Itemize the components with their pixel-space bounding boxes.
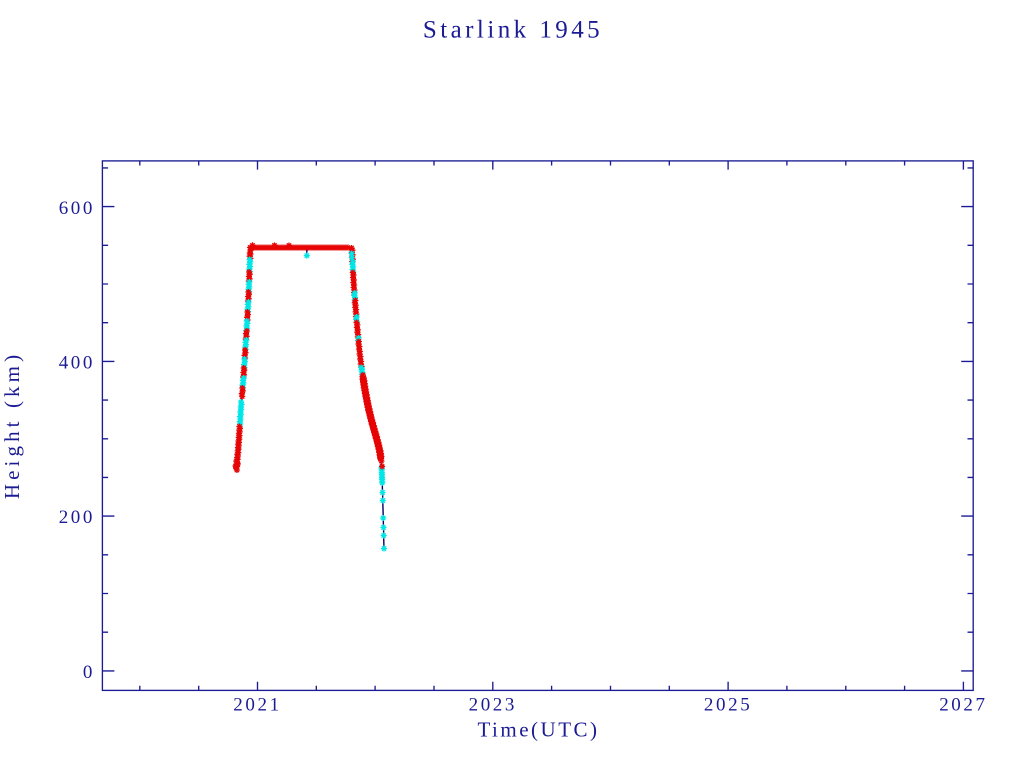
svg-text:Height (km): Height (km) <box>0 351 24 499</box>
svg-text:Starlink 1945: Starlink 1945 <box>423 17 603 44</box>
svg-text:200: 200 <box>59 507 95 528</box>
svg-text:2023: 2023 <box>469 695 517 716</box>
svg-text:2027: 2027 <box>939 695 987 716</box>
svg-text:600: 600 <box>59 198 95 219</box>
svg-text:0: 0 <box>83 662 95 683</box>
svg-text:2025: 2025 <box>704 695 752 716</box>
svg-text:Time(UTC): Time(UTC) <box>477 718 599 742</box>
svg-text:400: 400 <box>59 352 95 373</box>
svg-text:2021: 2021 <box>233 695 281 716</box>
